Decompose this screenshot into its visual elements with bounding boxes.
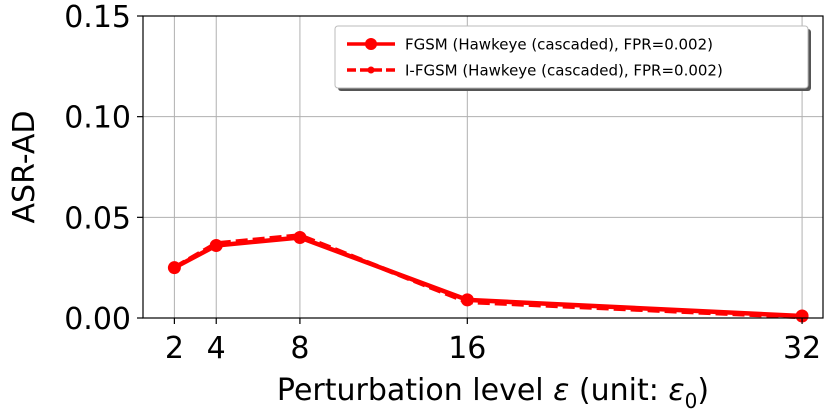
x-axis-label-unit-subscript: 0 xyxy=(685,389,698,413)
y-tick-label: 0.05 xyxy=(64,201,131,236)
legend-entry-label: I-FGSM (Hawkeye (cascaded), FPR=0.002) xyxy=(405,62,723,80)
legend-swatch-marker xyxy=(365,38,377,50)
data-point xyxy=(798,312,807,321)
x-tick-label: 4 xyxy=(207,331,226,366)
legend-box xyxy=(334,25,809,89)
x-axis-label-close: ) xyxy=(697,373,709,408)
y-axis-label: ASR-AD xyxy=(7,111,42,224)
legend-entry-label: FGSM (Hawkeye (cascaded), FPR=0.002) xyxy=(405,36,713,54)
x-tick-label: 16 xyxy=(448,331,486,366)
y-tick-label: 0.00 xyxy=(64,302,131,337)
x-axis-label-unit-epsilon: ε xyxy=(668,373,684,408)
y-tick-label: 0.10 xyxy=(64,101,131,136)
y-tick-label: 0.15 xyxy=(64,0,131,35)
legend: FGSM (Hawkeye (cascaded), FPR=0.002) I-FG… xyxy=(334,25,811,91)
legend-swatch-marker xyxy=(367,66,375,74)
data-point xyxy=(170,263,179,272)
x-tick-label: 2 xyxy=(165,331,184,366)
ticks: 2 4 8 16 32 0.00 0.05 0.10 0.15 xyxy=(64,0,821,366)
data-point xyxy=(212,239,221,248)
data-point xyxy=(295,231,304,240)
plot-frame xyxy=(142,15,824,319)
x-axis-label-main: Perturbation level xyxy=(277,373,553,408)
series-layer xyxy=(167,230,809,323)
x-axis-label-paren: (unit: xyxy=(569,373,668,408)
x-axis-label-epsilon: ε xyxy=(553,373,569,408)
data-point xyxy=(463,297,472,306)
x-axis-label: Perturbation level ε (unit: ε0) xyxy=(277,373,709,413)
x-tick-label: 8 xyxy=(290,331,309,366)
series-line xyxy=(173,233,803,320)
x-tick-label: 32 xyxy=(783,331,821,366)
